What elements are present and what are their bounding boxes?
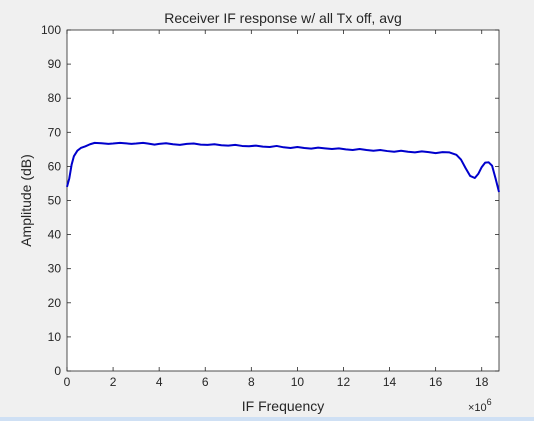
- y-tick-label: 80: [48, 91, 62, 105]
- x-tick-label: 16: [429, 375, 443, 389]
- x-tick-label: 18: [475, 375, 489, 389]
- y-tick-label: 70: [48, 125, 62, 139]
- y-tick-label: 60: [48, 159, 62, 173]
- x-axis-label: IF Frequency: [242, 398, 324, 414]
- y-tick-label: 50: [48, 194, 62, 208]
- y-tick-label: 40: [48, 228, 62, 242]
- x-exponent-label: ×106: [468, 397, 492, 414]
- y-tick-label: 100: [41, 23, 61, 37]
- window-bottom-edge: [0, 417, 534, 421]
- series-layer: [66, 141, 500, 193]
- x-tick-label: 2: [110, 375, 117, 389]
- x-tick-label: 14: [383, 375, 397, 389]
- x-tick-label: 8: [248, 375, 255, 389]
- x-tick-label: 0: [64, 375, 71, 389]
- x-tick-label: 12: [337, 375, 351, 389]
- x-tick-label: 6: [202, 375, 209, 389]
- x-exponent-base: ×10: [468, 402, 487, 414]
- y-tick-label: 0: [54, 364, 61, 378]
- series-line: [66, 141, 500, 193]
- y-tick-label: 20: [48, 296, 62, 310]
- plot-area: [66, 29, 500, 372]
- x-tick-label: 10: [291, 375, 305, 389]
- chart-title: Receiver IF response w/ all Tx off, avg: [164, 10, 402, 26]
- y-tick-label: 30: [48, 262, 62, 276]
- x-tick-label: 4: [156, 375, 163, 389]
- y-tick-label: 10: [48, 330, 62, 344]
- y-axis-label: Amplitude (dB): [18, 154, 34, 247]
- y-tick-label: 90: [48, 57, 62, 71]
- axis-ticks: 0 2 4 6 8 10 12 14 16 18 0 10 20 30 40 50 60 70 80 90 100: [41, 23, 499, 389]
- x-exponent-power: 6: [487, 397, 492, 407]
